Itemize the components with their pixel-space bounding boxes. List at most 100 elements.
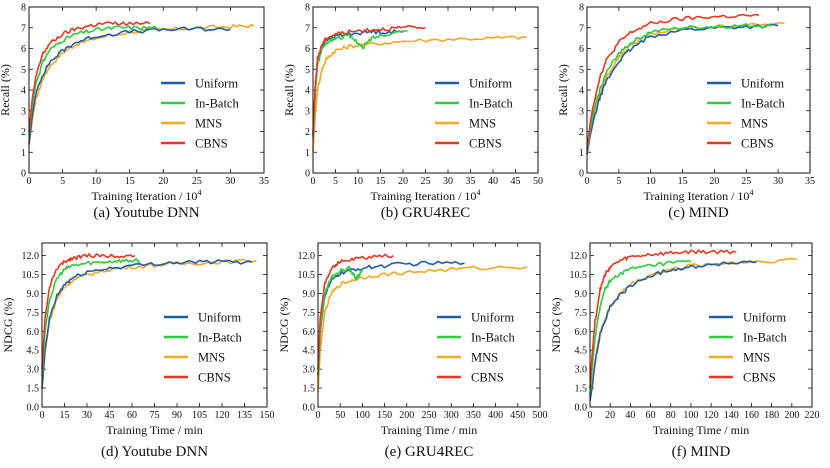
y-tick-label: 5 — [579, 65, 584, 76]
y-tick-label: 9.0 — [27, 289, 40, 300]
x-tick-label: 180 — [764, 410, 779, 421]
series-line-in-batch — [586, 23, 773, 153]
legend-label: MNS — [743, 351, 770, 365]
series-line-in-batch — [312, 30, 408, 138]
y-tick-label: 3.0 — [303, 365, 316, 376]
x-tick-label: 10 — [646, 176, 656, 187]
x-tick-label: 5 — [616, 176, 621, 187]
x-axis-label: Training Iteration / 104 — [371, 188, 481, 203]
x-axis-label: Training Iteration / 104 — [92, 188, 202, 203]
series-line-uniform — [28, 26, 231, 144]
x-tick-label: 0 — [27, 176, 32, 187]
chart-panel-f: 0 20 40 60 80 100 120 140 160 180 200 220 0.0 1.5 3.0 4… — [549, 242, 820, 460]
legend-label: CBNS — [198, 371, 231, 385]
x-tick-label: 140 — [724, 410, 739, 421]
y-tick-label: 1.5 — [575, 384, 588, 395]
series-line-cbns — [312, 24, 426, 134]
x-tick-label: 45 — [105, 410, 115, 421]
x-tick-label: 30 — [82, 410, 92, 421]
x-tick-label: 0 — [588, 410, 593, 421]
x-tick-label: 450 — [510, 410, 525, 421]
x-tick-label: 15 — [60, 410, 70, 421]
legend-label: CBNS — [741, 137, 774, 151]
chart-panel-a: 0 5 10 15 20 25 30 35 0 1 2 3 4 5 6 7 8 Uniform In-Batch MN… — [0, 3, 269, 222]
x-tick-label: 30 — [225, 176, 235, 187]
series-line-uniform — [317, 260, 465, 376]
legend-label: CBNS — [469, 137, 502, 151]
x-tick-label: 40 — [488, 176, 498, 187]
x-tick-label: 120 — [704, 410, 719, 421]
x-tick-label: 15 — [125, 176, 135, 187]
y-tick-label: 2 — [579, 127, 584, 138]
y-tick-label: 12.0 — [22, 251, 40, 262]
legend-label: MNS — [741, 117, 768, 131]
x-tick-label: 350 — [466, 410, 481, 421]
x-axis-label-exponent: 4 — [749, 188, 753, 197]
y-tick-label: 3 — [21, 106, 26, 117]
x-tick-label: 35 — [805, 176, 815, 187]
x-tick-label: 15 — [376, 176, 386, 187]
x-tick-label: 20 — [398, 176, 408, 187]
series-line-uniform — [589, 260, 757, 401]
y-tick-label: 6.0 — [27, 327, 40, 338]
legend-label: MNS — [469, 117, 496, 131]
y-tick-label: 3 — [305, 106, 310, 117]
y-tick-label: 8 — [579, 3, 584, 14]
x-tick-label: 220 — [805, 410, 820, 421]
y-tick-label: 0 — [579, 169, 584, 180]
x-tick-label: 0 — [40, 410, 45, 421]
plot-frame — [312, 6, 539, 174]
plot-frame — [586, 6, 811, 174]
y-tick-label: 6 — [21, 44, 26, 55]
legend-label: In-Batch — [471, 331, 515, 345]
x-tick-label: 10 — [353, 176, 363, 187]
plot-frame — [317, 242, 541, 408]
x-tick-label: 160 — [744, 410, 759, 421]
plot-frame — [589, 242, 813, 408]
x-tick-label: 40 — [625, 410, 635, 421]
series-line-mns — [317, 265, 527, 392]
series-line-in-batch — [317, 265, 364, 376]
legend-label: CBNS — [195, 137, 228, 151]
y-tick-label: 4 — [305, 86, 310, 97]
x-tick-label: 20 — [709, 176, 719, 187]
legend-label: Uniform — [743, 311, 786, 325]
x-tick-label: 25 — [192, 176, 202, 187]
x-tick-label: 15 — [678, 176, 688, 187]
y-tick-label: 7 — [21, 23, 26, 34]
chart-panel-e: 0 50 100 150 200 250 300 350 400 450 500 0.0 1.5 3.0 4… — [277, 242, 548, 460]
x-tick-label: 10 — [91, 176, 101, 187]
x-tick-label: 0 — [311, 176, 316, 187]
x-tick-label: 5 — [333, 176, 338, 187]
legend-label: In-Batch — [198, 331, 242, 345]
y-tick-label: 2 — [305, 127, 310, 138]
x-tick-label: 200 — [784, 410, 799, 421]
y-tick-label: 6 — [579, 44, 584, 55]
y-tick-label: 4.5 — [27, 346, 40, 357]
y-tick-label: 3.0 — [27, 365, 40, 376]
y-tick-label: 3 — [579, 106, 584, 117]
legend-label: In-Batch — [469, 97, 513, 111]
x-axis-label: Training Time / min — [106, 423, 203, 437]
plot-frame — [28, 6, 265, 174]
legend-label: MNS — [195, 117, 222, 131]
x-tick-label: 25 — [741, 176, 751, 187]
x-tick-label: 45 — [511, 176, 521, 187]
x-tick-label: 50 — [335, 410, 345, 421]
y-tick-label: 4 — [21, 86, 26, 97]
y-tick-label: 10.5 — [22, 270, 40, 281]
x-tick-label: 100 — [355, 410, 370, 421]
x-axis-label: Training Time / min — [653, 423, 750, 437]
y-tick-label: 0.0 — [27, 403, 40, 414]
series-line-cbns — [586, 13, 760, 151]
x-tick-label: 150 — [377, 410, 392, 421]
panel-caption: (d) Youtube DNN — [101, 444, 208, 460]
y-tick-label: 7.5 — [575, 308, 588, 319]
legend-label: Uniform — [741, 77, 784, 91]
y-tick-label: 4.5 — [575, 346, 588, 357]
x-tick-label: 90 — [172, 410, 182, 421]
plot-frame — [41, 242, 268, 408]
y-axis-label: Recall (%) — [282, 64, 296, 116]
y-tick-label: 6.0 — [575, 327, 588, 338]
